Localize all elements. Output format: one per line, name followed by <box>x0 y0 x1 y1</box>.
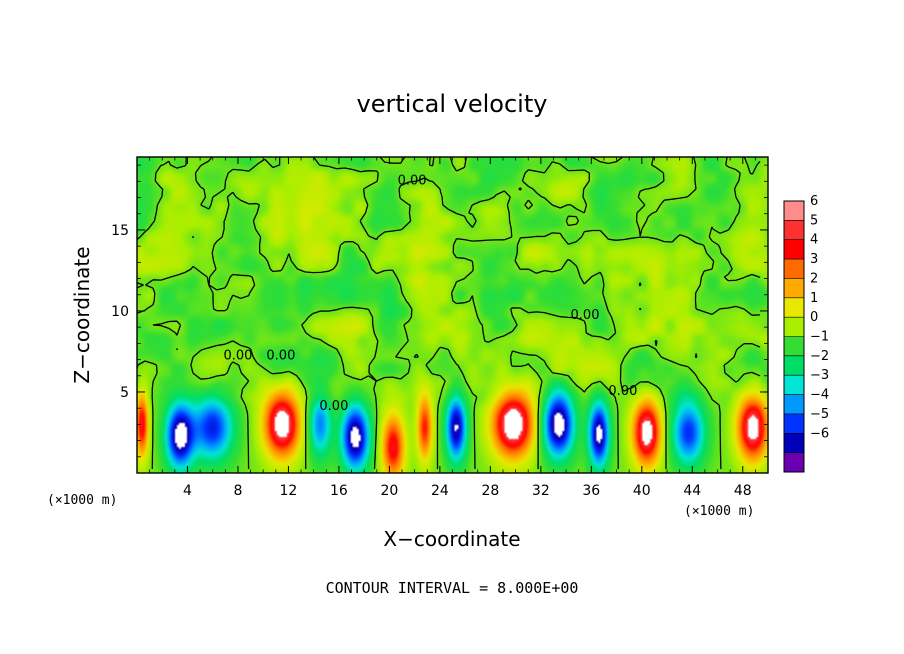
contour-label: 0.00 <box>223 349 252 364</box>
colorbar-label: 3 <box>810 252 818 267</box>
colorbar-swatch <box>784 433 804 453</box>
y-tick-label: 10 <box>111 304 129 320</box>
contour-interval-note: CONTOUR INTERVAL = 8.000E+00 <box>326 579 579 597</box>
x-tick-label: 48 <box>734 483 752 499</box>
colorbar-label: −4 <box>810 388 829 403</box>
colorbar-label: −6 <box>810 426 829 441</box>
zero-contour-path <box>137 157 761 470</box>
colorbar-label: 4 <box>810 233 818 248</box>
colorbar-swatch <box>784 394 804 415</box>
x-axis-ticks: 4 8 12 16 20 24 28 32 36 40 44 48 <box>149 157 756 499</box>
x-tick-label: 8 <box>233 483 242 499</box>
plot-area: 0.00 0.000.000.000.000.00 4 8 12 16 20 24 28 32 3… <box>111 156 769 499</box>
colorbar-swatch <box>784 336 804 357</box>
contour-labels: 0.00 0.00 0.00 0.00 0.00 0.00 <box>223 174 637 414</box>
x-tick-label: 36 <box>582 483 600 499</box>
x-axis-unit-right: (×1000 m) <box>684 504 754 519</box>
colorbar-label: −2 <box>810 349 829 364</box>
y-axis-ticks: 5 10 15 <box>111 164 768 458</box>
x-tick-label: 16 <box>330 483 348 499</box>
velocity-field-image <box>137 157 768 473</box>
y-axis-label: Z−coordinate <box>70 246 94 383</box>
colorbar-swatch <box>784 452 804 473</box>
x-tick-label: 40 <box>633 483 651 499</box>
x-axis-label: X−coordinate <box>383 527 520 551</box>
x-tick-label: 4 <box>183 483 192 499</box>
colorbar-label: 2 <box>810 271 818 286</box>
colorbar-swatch <box>784 375 804 395</box>
chart-title: vertical velocity <box>357 90 548 118</box>
x-tick-label: 44 <box>683 483 701 499</box>
contour-label: 0.00 <box>608 384 637 399</box>
contour-label: 0.00 <box>266 349 295 364</box>
colorbar-swatch <box>784 355 804 376</box>
x-axis-unit-left: (×1000 m) <box>47 493 117 508</box>
colorbar-label: 5 <box>810 213 818 228</box>
colorbar-label: −5 <box>810 407 829 422</box>
x-tick-label: 12 <box>280 483 298 499</box>
x-tick-label: 20 <box>380 483 398 499</box>
y-tick-label: 5 <box>120 385 129 401</box>
colorbar-swatch <box>784 297 804 318</box>
contour-label: 0.00 <box>398 174 427 189</box>
x-tick-label: 24 <box>431 483 449 499</box>
x-tick-label: 28 <box>481 483 499 499</box>
colorbar-swatch <box>784 239 804 260</box>
colorbar-label: −3 <box>810 368 829 383</box>
colorbar-swatch <box>784 220 804 241</box>
colorbar-label: 1 <box>810 291 818 306</box>
colorbar-label: 0 <box>810 310 818 325</box>
colorbar: 6 5 4 3 2 1 0 −1 −2 −3 −4 −5 −6 <box>783 194 829 473</box>
colorbar-swatch <box>784 278 804 299</box>
x-tick-label: 32 <box>532 483 550 499</box>
y-tick-label: 15 <box>111 223 129 239</box>
colorbar-swatch <box>784 413 804 434</box>
colorbar-swatch <box>784 201 804 221</box>
colorbar-label: −1 <box>810 330 829 345</box>
zero-contour-lines <box>137 157 761 470</box>
colorbar-label: 6 <box>810 194 818 209</box>
contour-label: 0.00 <box>319 399 348 414</box>
colorbar-swatch <box>784 317 804 337</box>
colorbar-swatch <box>784 259 804 279</box>
contour-label: 0.00 <box>571 308 600 323</box>
